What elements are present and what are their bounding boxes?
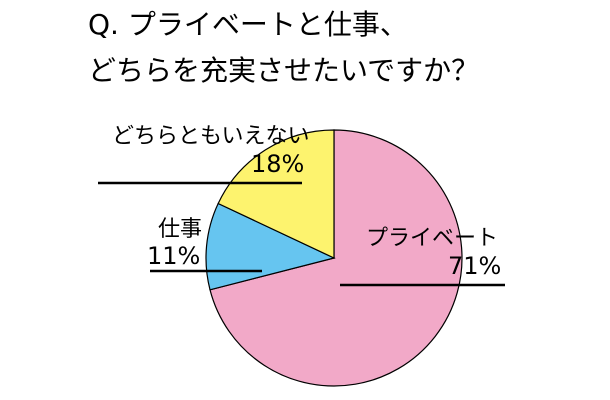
slice-private: [209, 129, 463, 387]
pie-slices: [205, 129, 463, 387]
slice-neither: [217, 129, 335, 259]
slice-work: [205, 202, 336, 291]
slice-value-private: 71%: [448, 252, 501, 280]
chart-title-line-2: どちらを充実させたいですか？: [88, 54, 479, 87]
slice-value-neither: 18%: [251, 150, 304, 178]
slice-label-neither: どちらともいえない: [112, 124, 310, 149]
slice-value-work: 11%: [147, 242, 200, 270]
slice-label-work: 仕事: [158, 217, 202, 242]
chart-title-line-1: Q. プライベートと仕事、: [88, 8, 408, 41]
slice-label-private: プライベート: [366, 226, 498, 251]
